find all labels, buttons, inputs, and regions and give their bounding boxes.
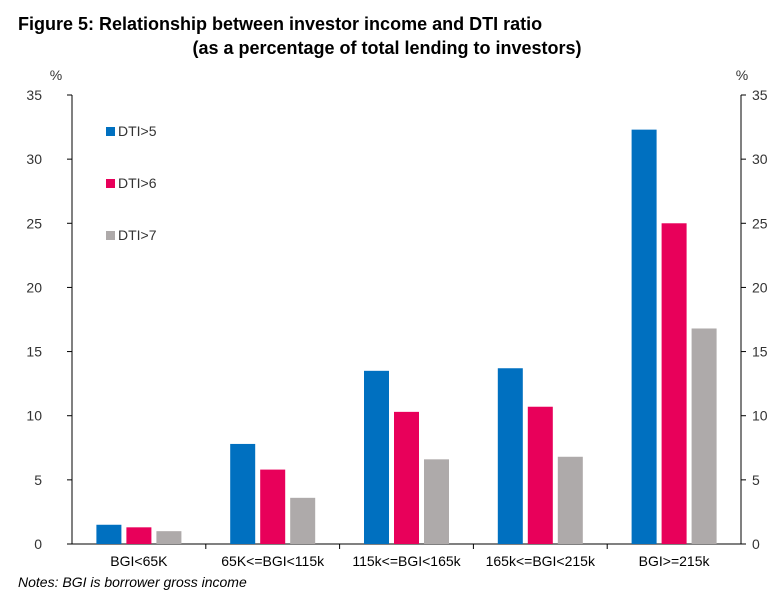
left-tick-label: 20 xyxy=(26,279,42,295)
x-category-label: BGI<65K xyxy=(110,553,168,569)
bar-2-4 xyxy=(527,406,553,544)
bar-2-2 xyxy=(260,469,286,544)
bar-1-4 xyxy=(497,368,523,544)
legend-label: DTI>7 xyxy=(118,227,157,243)
left-tick-label: 15 xyxy=(26,344,42,360)
chart-title-line2: (as a percentage of total lending to inv… xyxy=(192,38,582,58)
left-tick-label: 0 xyxy=(34,536,42,552)
legend-label: DTI>6 xyxy=(118,175,157,191)
left-tick-label: 30 xyxy=(26,151,42,167)
bar-1-3 xyxy=(364,370,389,544)
left-tick-label: 10 xyxy=(26,408,42,424)
right-tick-label: 15 xyxy=(752,344,768,360)
left-axis-unit: % xyxy=(50,67,62,83)
legend-swatch xyxy=(106,179,115,188)
chart-note: Notes: BGI is borrower gross income xyxy=(18,574,247,590)
left-tick-label: 35 xyxy=(26,87,42,103)
right-tick-label: 35 xyxy=(752,87,768,103)
left-tick-label: 25 xyxy=(26,215,42,231)
left-tick-label: 5 xyxy=(34,472,42,488)
x-category-label: 165k<=BGI<215k xyxy=(486,553,596,569)
legend-label: DTI>5 xyxy=(118,123,157,139)
chart-title-line1: Figure 5: Relationship between investor … xyxy=(18,14,543,34)
chart-bars xyxy=(96,129,717,545)
bar-1-5 xyxy=(631,129,657,544)
right-tick-label: 5 xyxy=(752,472,760,488)
legend-swatch xyxy=(106,231,115,240)
bar-1-1 xyxy=(96,524,122,544)
right-tick-label: 20 xyxy=(752,279,768,295)
x-category-label: BGI>=215k xyxy=(639,553,711,569)
bar-2-5 xyxy=(661,223,687,545)
legend-swatch xyxy=(106,127,115,136)
chart-legend: DTI>5 DTI>6 DTI>7 xyxy=(106,123,157,243)
bar-3-2 xyxy=(290,497,316,544)
right-tick-label: 10 xyxy=(752,408,768,424)
chart-axes: % % 0 0 5 5 10 10 15 15 20 20 25 25 30 30 35 35 BGI<65K 65K… xyxy=(26,67,767,569)
right-tick-label: 25 xyxy=(752,215,768,231)
bar-2-3 xyxy=(394,411,419,544)
right-tick-label: 30 xyxy=(752,151,768,167)
bar-3-4 xyxy=(557,456,583,544)
bar-1-2 xyxy=(230,443,256,544)
bar-2-1 xyxy=(126,527,152,544)
right-axis-unit: % xyxy=(736,67,748,83)
x-category-label: 115k<=BGI<165k xyxy=(352,553,461,569)
right-tick-label: 0 xyxy=(752,536,760,552)
bar-3-3 xyxy=(424,459,449,544)
x-category-label: 65K<=BGI<115k xyxy=(221,553,325,569)
bar-3-5 xyxy=(691,328,717,544)
bar-3-1 xyxy=(156,531,182,544)
